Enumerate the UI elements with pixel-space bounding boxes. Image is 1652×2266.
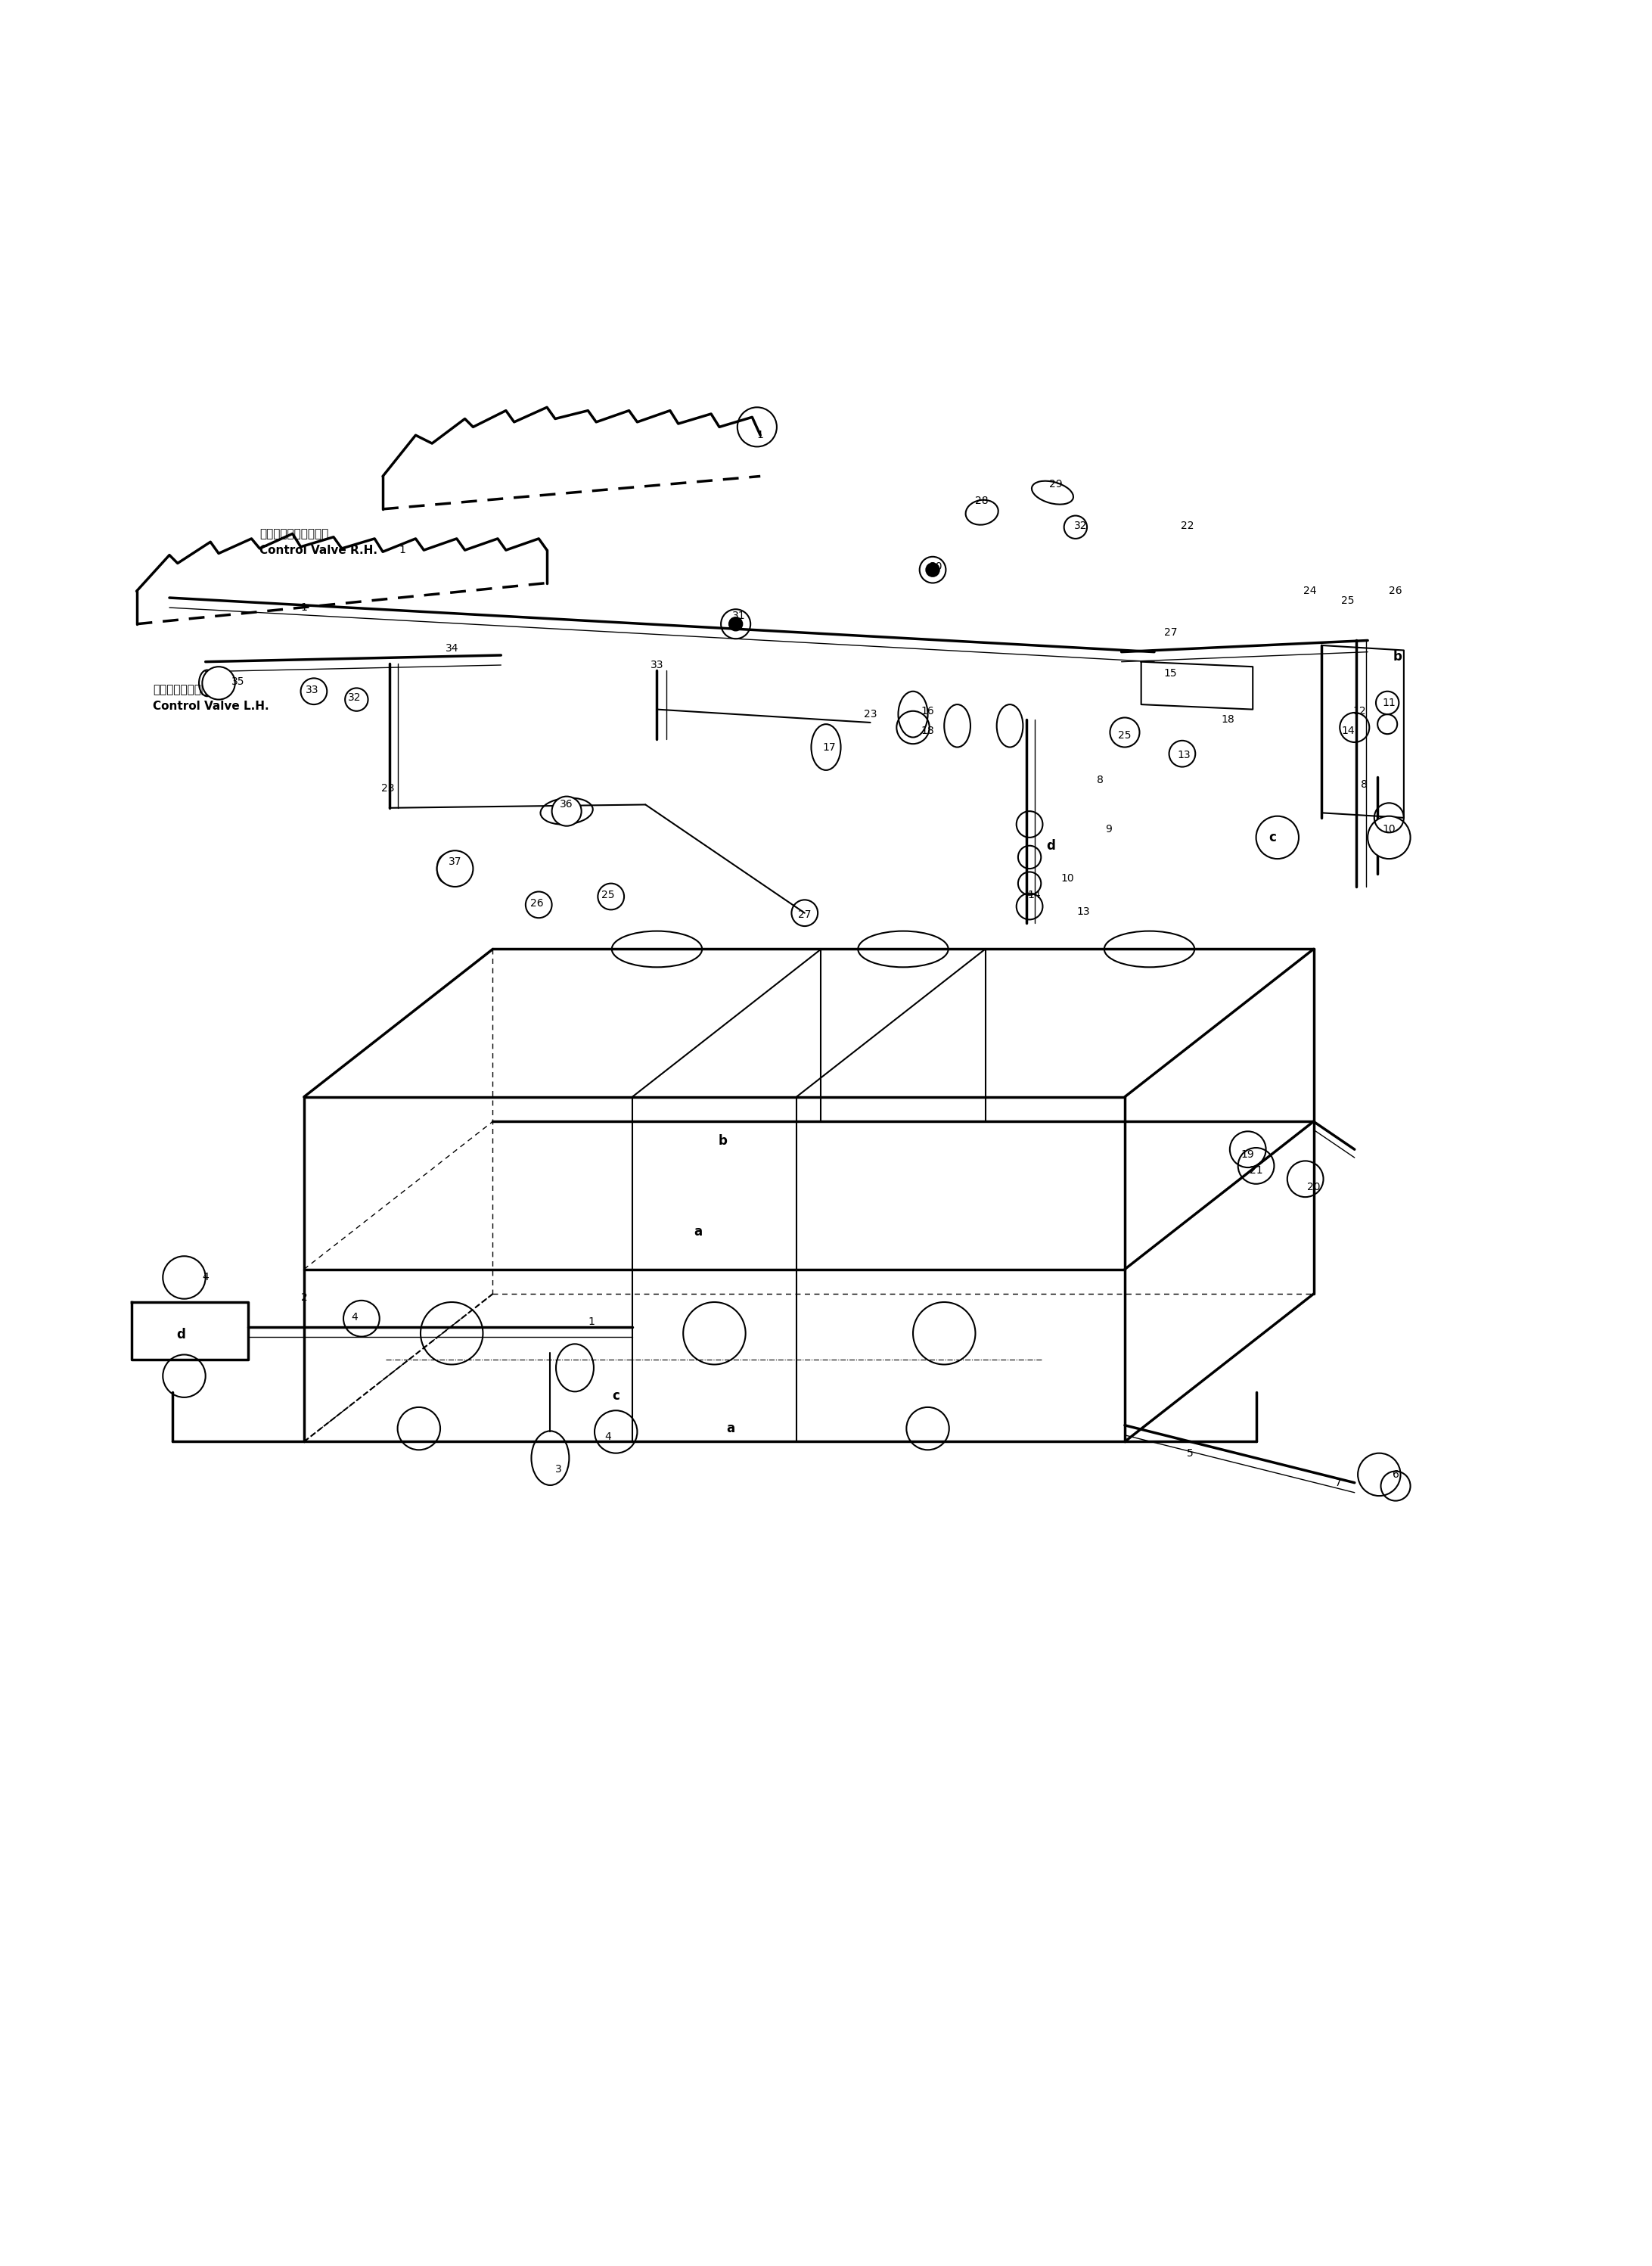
Text: 19: 19 xyxy=(1241,1149,1254,1160)
Text: 13: 13 xyxy=(1077,906,1090,918)
Text: 4: 4 xyxy=(202,1271,208,1283)
Text: 29: 29 xyxy=(1049,478,1062,489)
Text: Control Valve R.H.: Control Valve R.H. xyxy=(259,544,378,555)
Text: 25: 25 xyxy=(1118,730,1132,741)
Text: b: b xyxy=(719,1135,727,1149)
Text: 12: 12 xyxy=(1353,705,1366,716)
Text: 1: 1 xyxy=(588,1317,595,1328)
Text: 9: 9 xyxy=(1105,825,1112,834)
Text: b: b xyxy=(1393,650,1403,664)
Text: 23: 23 xyxy=(864,709,877,721)
Text: 14: 14 xyxy=(1028,891,1041,900)
Text: 25: 25 xyxy=(601,891,615,900)
Circle shape xyxy=(202,666,235,700)
Text: 22: 22 xyxy=(1181,521,1194,530)
Text: 16: 16 xyxy=(922,705,935,716)
Text: 23: 23 xyxy=(382,784,395,793)
Text: 27: 27 xyxy=(1165,628,1178,637)
Text: 10: 10 xyxy=(1061,872,1074,884)
Text: 26: 26 xyxy=(530,897,544,909)
Text: 4: 4 xyxy=(605,1432,611,1441)
Text: 17: 17 xyxy=(823,741,836,752)
Text: 33: 33 xyxy=(306,684,319,696)
Text: 6: 6 xyxy=(1393,1468,1399,1480)
Text: 24: 24 xyxy=(1303,587,1317,596)
Text: 18: 18 xyxy=(922,725,935,736)
Text: 26: 26 xyxy=(1389,587,1403,596)
Text: 7: 7 xyxy=(1335,1477,1341,1489)
Text: 2: 2 xyxy=(301,1292,307,1303)
Text: 18: 18 xyxy=(1221,714,1236,725)
Text: 1: 1 xyxy=(301,603,307,612)
Text: 33: 33 xyxy=(651,659,664,671)
Text: 25: 25 xyxy=(1341,596,1355,607)
Text: 32: 32 xyxy=(1074,521,1087,530)
Text: 1: 1 xyxy=(400,544,406,555)
Text: 21: 21 xyxy=(1249,1165,1262,1176)
Text: 5: 5 xyxy=(1188,1448,1194,1459)
Circle shape xyxy=(927,564,940,576)
Text: a: a xyxy=(727,1421,735,1434)
Circle shape xyxy=(438,850,472,886)
Text: 32: 32 xyxy=(349,693,362,702)
Text: 35: 35 xyxy=(231,675,244,687)
Text: 10: 10 xyxy=(1383,825,1396,834)
Text: 11: 11 xyxy=(1383,698,1396,707)
Text: 27: 27 xyxy=(798,909,811,920)
Text: 20: 20 xyxy=(1307,1183,1320,1192)
Text: 3: 3 xyxy=(555,1464,562,1475)
Text: a: a xyxy=(694,1224,702,1237)
Text: 15: 15 xyxy=(1165,668,1178,678)
Text: c: c xyxy=(1269,832,1277,845)
Text: 31: 31 xyxy=(732,610,745,621)
Text: 30: 30 xyxy=(930,562,943,571)
Circle shape xyxy=(1368,816,1411,859)
Text: d: d xyxy=(177,1328,185,1341)
Text: Control Valve L.H.: Control Valve L.H. xyxy=(154,700,269,712)
Text: 8: 8 xyxy=(1097,775,1104,786)
Circle shape xyxy=(1256,816,1298,859)
Text: 13: 13 xyxy=(1178,750,1191,761)
Text: 4: 4 xyxy=(352,1312,358,1321)
Text: コントロールバルブ左: コントロールバルブ左 xyxy=(154,684,221,696)
Text: 28: 28 xyxy=(975,496,988,505)
Text: 8: 8 xyxy=(1361,780,1368,791)
Text: d: d xyxy=(1046,838,1056,852)
Text: 1: 1 xyxy=(757,431,763,440)
Circle shape xyxy=(552,795,582,827)
Circle shape xyxy=(729,616,742,630)
Text: コントロールバルブ右: コントロールバルブ右 xyxy=(259,528,329,539)
Text: 36: 36 xyxy=(560,800,573,809)
Text: c: c xyxy=(613,1389,620,1403)
Text: 37: 37 xyxy=(448,857,461,868)
Text: 34: 34 xyxy=(444,644,458,655)
Text: 14: 14 xyxy=(1341,725,1355,736)
